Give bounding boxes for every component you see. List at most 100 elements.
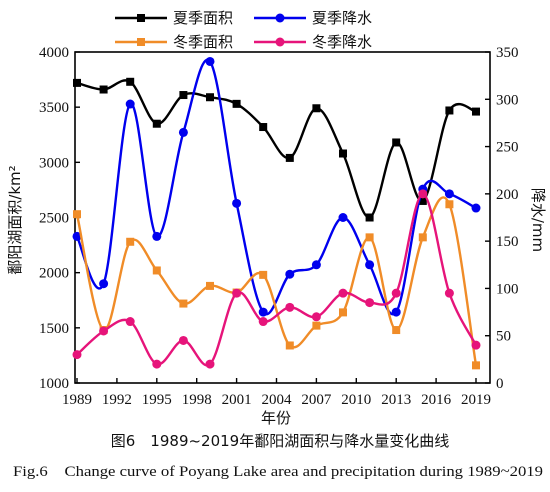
- data-point: [392, 138, 401, 147]
- data-point: [445, 106, 454, 115]
- y-right-tick-label: 200: [496, 187, 519, 203]
- figure-caption-cn: 图6 1989~2019年鄱阳湖面积与降水量变化曲线: [111, 432, 449, 450]
- y-right-tick-label: 350: [496, 45, 519, 61]
- data-point: [312, 104, 321, 113]
- y-axis-right: 0 50 100 150 200 250 300 350: [485, 45, 519, 392]
- series-0: [73, 77, 480, 222]
- x-tick-label: 1989: [62, 392, 92, 408]
- data-point: [285, 341, 294, 350]
- legend-label: 冬季面积: [173, 33, 233, 51]
- figure-caption-en: Fig.6 Change curve of Poyang Lake area a…: [13, 464, 543, 480]
- data-point: [392, 326, 401, 335]
- legend-item: 夏季降水: [254, 9, 372, 27]
- data-point: [391, 307, 401, 317]
- data-point: [285, 302, 295, 312]
- data-point: [232, 288, 242, 298]
- data-point: [73, 210, 81, 219]
- series-1: [72, 56, 481, 317]
- y-axis-right-title: 降水/mm: [529, 188, 547, 252]
- x-tick-label: 2001: [222, 392, 252, 408]
- x-tick-label: 2019: [461, 392, 491, 408]
- data-point: [99, 326, 109, 336]
- data-point: [152, 359, 162, 369]
- data-point: [72, 231, 82, 241]
- data-point: [205, 359, 215, 369]
- series-layer: [72, 56, 481, 370]
- data-point: [418, 196, 427, 205]
- data-point: [72, 350, 82, 360]
- data-point: [232, 99, 241, 108]
- legend-marker: [275, 37, 285, 47]
- series-line: [76, 192, 478, 367]
- y-left-tick-label: 2500: [39, 211, 69, 227]
- y-right-tick-label: 150: [496, 234, 519, 250]
- y-right-tick-label: 250: [496, 140, 519, 156]
- legend-label: 夏季面积: [173, 9, 233, 27]
- y-left-tick-label: 1000: [39, 376, 69, 392]
- data-point: [259, 123, 268, 132]
- y-right-tick-label: 100: [496, 281, 519, 297]
- legend-label: 夏季降水: [312, 9, 372, 27]
- data-point: [418, 233, 427, 242]
- x-tick-label: 1995: [142, 392, 172, 408]
- data-point: [178, 335, 188, 345]
- data-point: [285, 269, 295, 279]
- data-point: [259, 270, 268, 279]
- data-point: [472, 107, 480, 116]
- data-point: [152, 266, 161, 275]
- data-point: [472, 361, 480, 370]
- legend-item: 冬季降水: [254, 33, 372, 51]
- data-point: [258, 307, 268, 317]
- data-point: [126, 237, 135, 246]
- y-left-tick-label: 3500: [39, 100, 69, 116]
- data-point: [205, 56, 215, 66]
- y-left-tick-label: 1500: [39, 321, 69, 337]
- data-point: [152, 119, 161, 128]
- data-point: [365, 298, 375, 308]
- data-point: [258, 317, 268, 327]
- y-right-tick-label: 0: [496, 376, 504, 392]
- legend-marker: [137, 38, 145, 46]
- data-point: [311, 260, 321, 270]
- data-point: [471, 340, 481, 350]
- x-tick-label: 1998: [182, 392, 212, 408]
- x-tick-label: 1992: [102, 392, 132, 408]
- data-point: [311, 312, 321, 322]
- data-point: [339, 308, 347, 317]
- data-point: [206, 281, 214, 290]
- data-point: [73, 78, 81, 87]
- data-point: [126, 77, 135, 86]
- data-point: [125, 317, 135, 327]
- data-point: [471, 203, 481, 213]
- series-line: [75, 196, 478, 366]
- data-point: [232, 198, 242, 208]
- y-left-tick-label: 2000: [39, 266, 69, 282]
- y-right-tick-label: 50: [496, 329, 511, 345]
- data-point: [99, 279, 109, 289]
- data-point: [152, 231, 162, 241]
- legend-marker: [137, 14, 145, 22]
- data-point: [365, 213, 374, 222]
- y-right-tick-label: 300: [496, 92, 519, 108]
- x-tick-label: 2016: [421, 392, 452, 408]
- y-axis-left: 1000 1500 2000 2500 3000 3500 4000: [39, 45, 80, 392]
- legend-label: 冬季降水: [312, 33, 372, 51]
- x-axis: 1989 1992 1995 1998 2001 2004 2007 2010 2013 2016…: [62, 378, 491, 408]
- y-left-tick-label: 3000: [39, 155, 69, 171]
- series-2: [73, 196, 480, 370]
- data-point: [444, 189, 454, 199]
- data-point: [99, 85, 108, 94]
- x-tick-label: 2013: [381, 392, 411, 408]
- data-point: [418, 189, 428, 199]
- data-point: [338, 213, 348, 222]
- series-line: [76, 79, 477, 219]
- data-point: [339, 149, 347, 158]
- data-point: [445, 200, 454, 209]
- data-point: [206, 93, 214, 102]
- legend-item: 夏季面积: [115, 9, 233, 27]
- x-axis-title: 年份: [261, 409, 291, 427]
- x-tick-label: 2007: [301, 392, 332, 408]
